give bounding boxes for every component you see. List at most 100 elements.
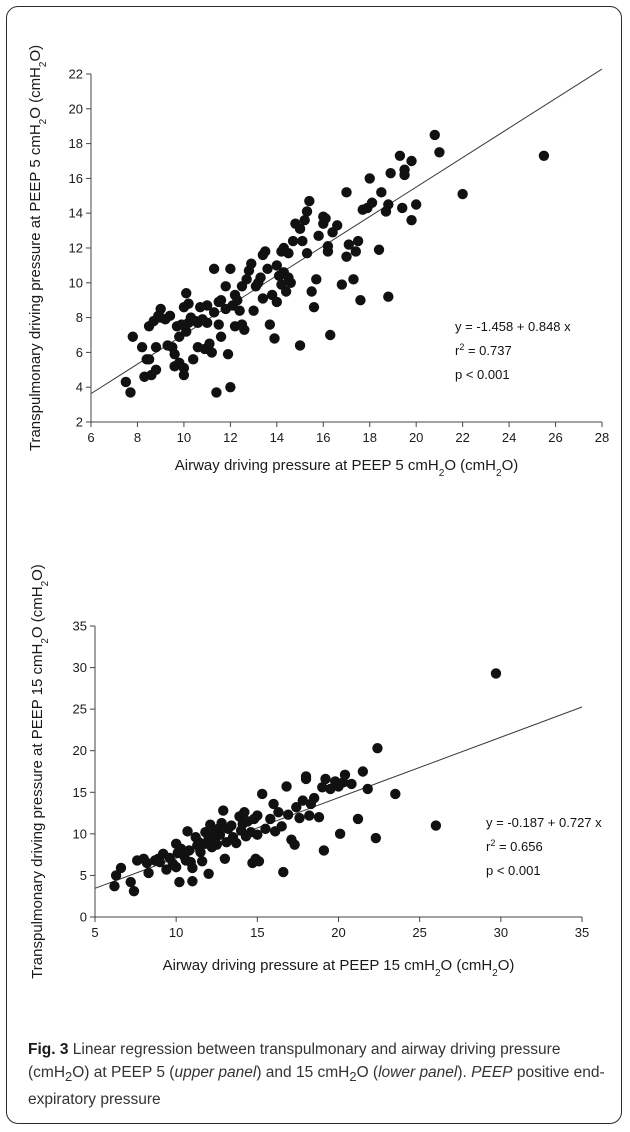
data-point — [257, 293, 269, 304]
data-point — [269, 333, 280, 344]
data-point — [278, 866, 289, 878]
y-axis-title: Transpulmonary driving pressure at PEEP … — [27, 45, 49, 451]
data-point — [355, 295, 366, 306]
data-point — [297, 795, 308, 806]
data-point — [154, 856, 166, 868]
r-squared-label: r2 = 0.656 — [486, 838, 543, 854]
data-point — [219, 853, 231, 864]
data-point — [434, 147, 445, 158]
data-point — [222, 348, 234, 360]
data-point — [125, 387, 136, 398]
x-tick-label: 12 — [223, 430, 237, 445]
x-tick-label: 26 — [548, 430, 562, 445]
figure-label: Fig. 3 — [28, 1041, 69, 1058]
figure-caption: Fig. 3 Linear regression between transpu… — [28, 1041, 605, 1109]
data-point — [150, 341, 162, 353]
y-tick-label: 12 — [69, 241, 83, 256]
data-point — [336, 279, 348, 290]
data-point — [260, 246, 271, 257]
x-tick-label: 22 — [455, 430, 469, 445]
data-point — [150, 364, 162, 375]
x-tick-label: 25 — [412, 925, 426, 940]
data-point — [273, 807, 284, 818]
data-point — [299, 214, 310, 226]
data-point — [430, 820, 442, 831]
data-point — [208, 307, 220, 318]
data-point — [239, 807, 250, 818]
data-point — [252, 810, 263, 821]
y-tick-label: 22 — [69, 67, 83, 82]
data-point — [399, 169, 410, 181]
data-point — [285, 277, 296, 288]
data-point — [317, 782, 328, 793]
data-point — [257, 788, 268, 800]
data-point — [205, 819, 216, 830]
data-point — [136, 341, 148, 353]
data-point — [348, 274, 359, 285]
x-tick-label: 20 — [331, 925, 345, 940]
data-point — [169, 348, 180, 360]
data-point — [164, 310, 176, 322]
data-point — [128, 886, 140, 897]
data-point — [265, 813, 276, 825]
data-point — [332, 220, 343, 231]
data-point — [410, 199, 422, 210]
data-point — [334, 828, 346, 840]
data-point — [370, 832, 382, 844]
data-point — [141, 857, 153, 869]
data-point — [127, 331, 139, 342]
data-point — [109, 881, 120, 892]
data-point — [282, 809, 294, 820]
x-tick-label: 16 — [316, 430, 330, 445]
data-point — [325, 329, 336, 341]
data-point — [304, 810, 315, 821]
data-point — [291, 802, 302, 813]
data-point — [308, 301, 320, 313]
x-tick-label: 5 — [91, 925, 98, 940]
data-point — [346, 778, 357, 790]
data-point — [281, 781, 292, 792]
x-tick-label: 14 — [270, 430, 284, 445]
data-point — [110, 870, 122, 881]
data-point — [248, 305, 259, 316]
data-point — [341, 187, 352, 198]
data-point — [280, 286, 292, 297]
y-tick-label: 18 — [69, 136, 83, 151]
data-point — [271, 296, 283, 308]
data-point — [406, 155, 417, 167]
data-point — [182, 826, 193, 837]
data-point — [211, 839, 222, 850]
y-tick-label: 30 — [73, 660, 87, 675]
regression-equation: y = -0.187 + 0.727 x — [486, 815, 602, 830]
x-tick-label: 35 — [575, 925, 589, 940]
data-point — [203, 868, 214, 879]
data-point — [220, 281, 231, 292]
x-axis-title: Airway driving pressure at PEEP 15 cmH2O… — [163, 957, 515, 979]
data-point — [390, 788, 401, 800]
regression-line — [94, 706, 583, 889]
data-point — [322, 241, 334, 252]
data-point — [231, 837, 242, 849]
data-point — [457, 188, 468, 200]
y-tick-label: 14 — [69, 206, 83, 221]
y-tick-label: 35 — [73, 619, 87, 634]
data-point — [143, 867, 154, 879]
data-point — [373, 244, 385, 255]
data-point — [234, 305, 245, 316]
data-point — [201, 300, 213, 311]
data-point — [246, 258, 257, 269]
data-point — [211, 387, 222, 398]
y-tick-label: 25 — [73, 702, 87, 717]
y-tick-label: 20 — [73, 743, 87, 758]
data-point — [339, 769, 351, 781]
data-point — [490, 668, 502, 679]
data-point — [187, 876, 198, 887]
y-tick-label: 10 — [73, 826, 87, 841]
data-point — [300, 771, 312, 782]
data-point — [178, 362, 190, 374]
data-point — [383, 291, 394, 302]
y-tick-label: 16 — [69, 171, 83, 186]
data-point — [341, 251, 352, 262]
data-point — [366, 197, 378, 208]
